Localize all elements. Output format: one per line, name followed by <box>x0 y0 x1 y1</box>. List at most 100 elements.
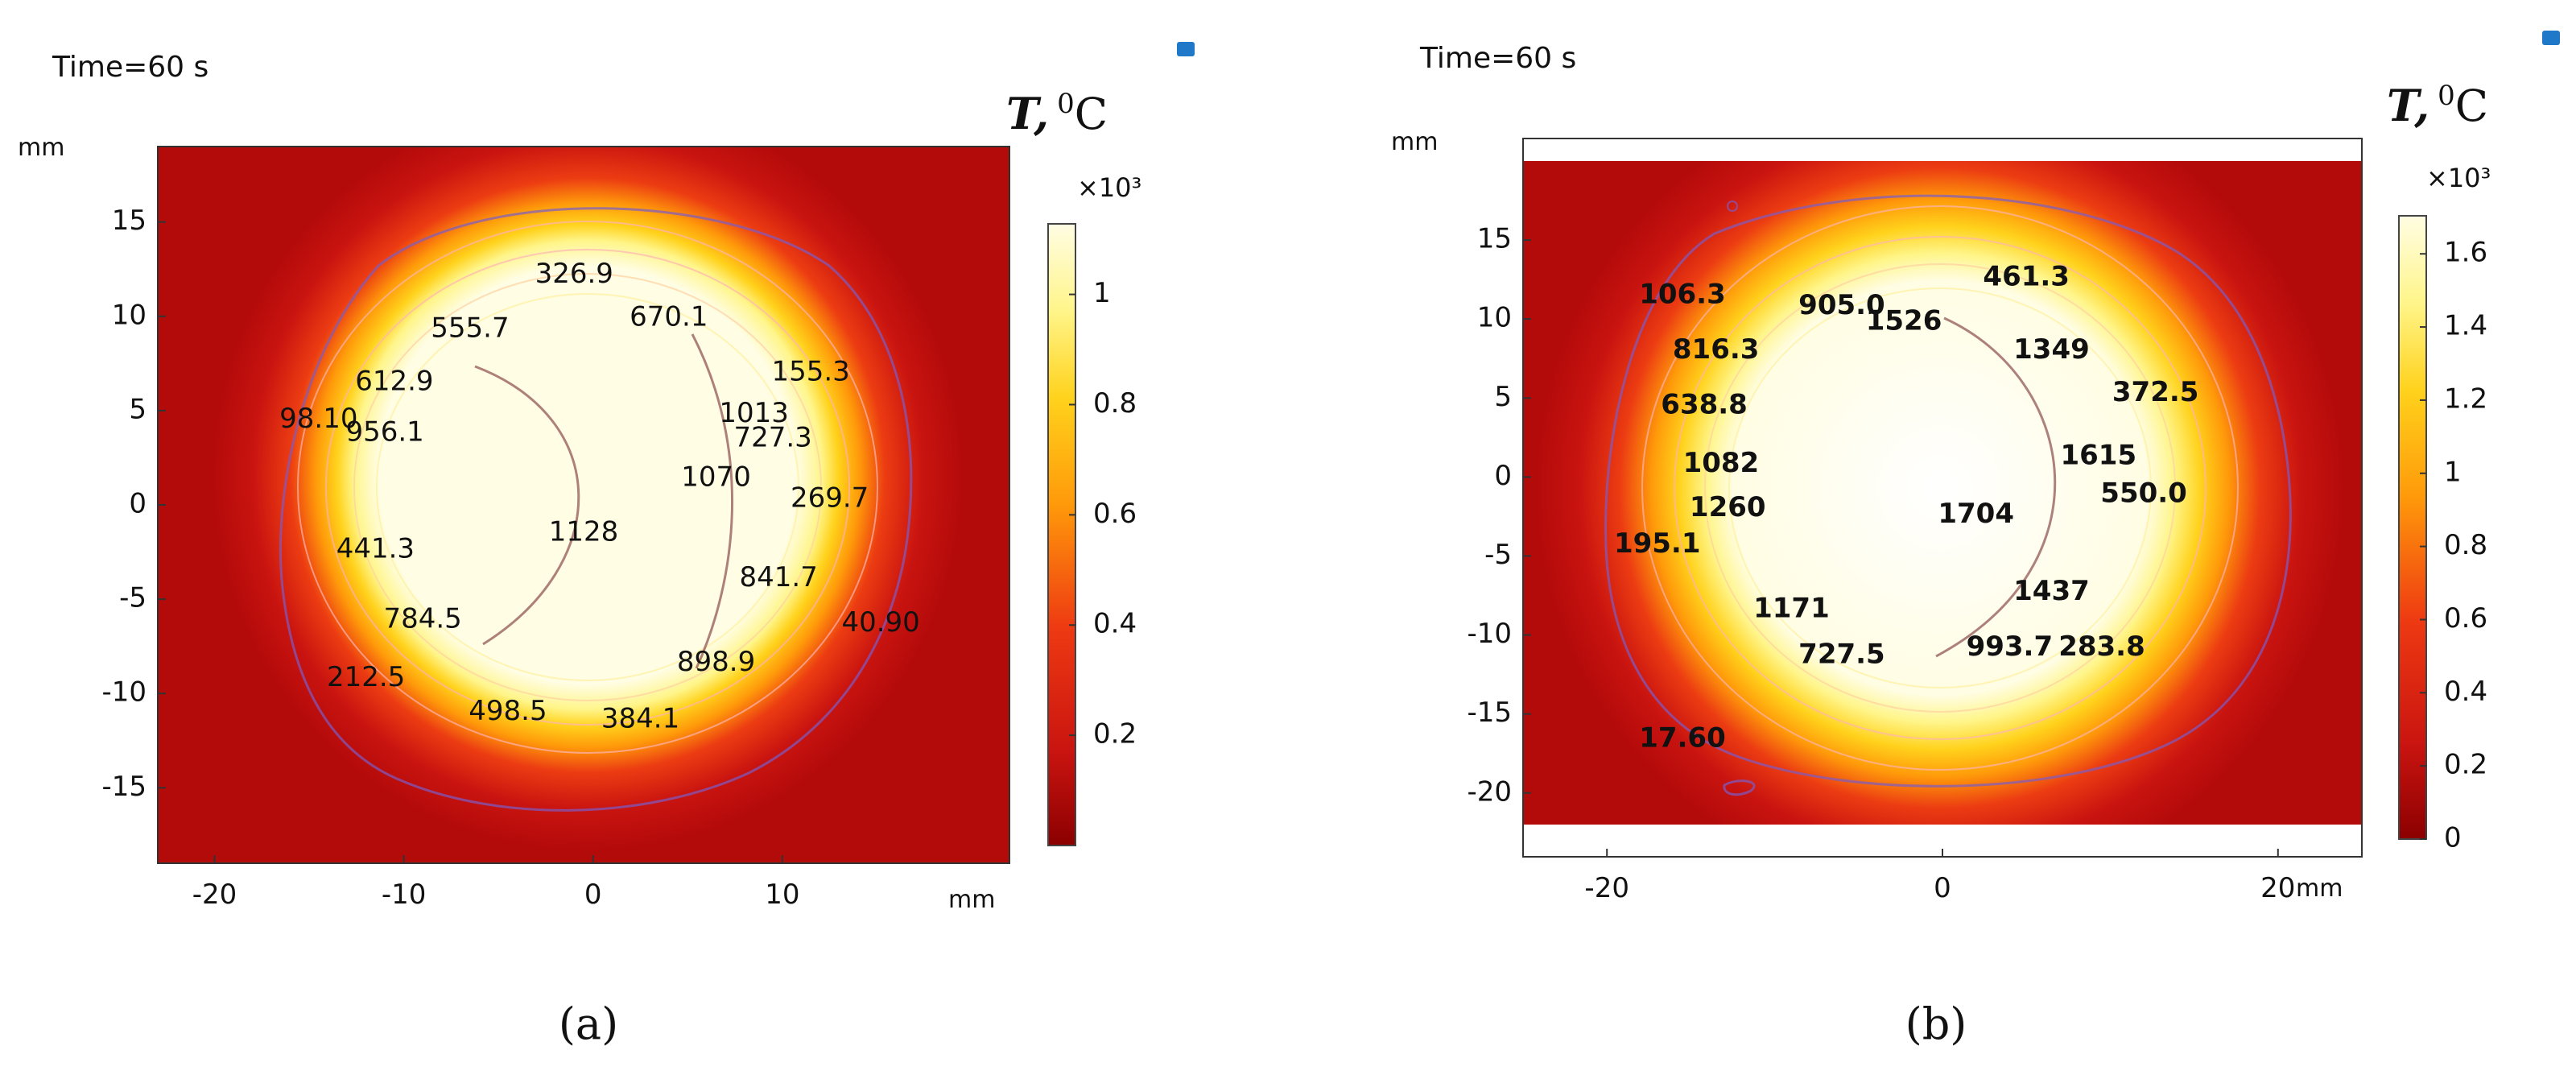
panel-a-contour-label: 898.9 <box>677 646 755 678</box>
panel-b-unit-symbol: T, <box>2387 80 2429 131</box>
panel-a-x-tick-label: -20 <box>192 879 237 911</box>
panel-a-isotherm <box>353 273 822 701</box>
panel-a-contour-label: 956.1 <box>345 416 423 449</box>
panel-b-isotherm <box>1674 236 2207 740</box>
panel-a-y-tick-label: 5 <box>129 393 147 425</box>
panel-a-x-unit: mm <box>948 886 995 914</box>
panel-b-contour-label: 905.0 <box>1798 289 1885 321</box>
panel-a-colorbar-tick-label: 1 <box>1093 277 1111 309</box>
panel-b-isotherm-outer <box>1604 194 2292 788</box>
panel-a-colorbar-title: T, 0C ×10³ <box>1006 88 1141 203</box>
panel-a-contour-label: 98.10 <box>279 403 357 435</box>
panel-a-colorbar-ticks: 1 0.8 0.6 0.4 0.2 <box>1069 277 1137 750</box>
panel-a-y-tick-label: -10 <box>101 676 147 709</box>
panel-a-contour-label: 40.90 <box>841 606 919 639</box>
panel-b-contour-label: 1260 <box>1690 491 1766 523</box>
panel-b-caption: (b) <box>1905 999 1967 1049</box>
panel-b-colorbar-tick-label: 0.2 <box>2444 749 2487 781</box>
panel-b-y-tick-label: 15 <box>1477 223 1512 255</box>
panel-a-colorbar-tick-label: 0.4 <box>1093 608 1137 640</box>
panel-b-y-unit: mm <box>1391 128 1438 156</box>
panel-b-contour-label: 1615 <box>2060 439 2136 471</box>
panel-a-y-tick-label: 0 <box>129 488 147 520</box>
panel-b-colorbar-tick-label: 0.4 <box>2444 676 2487 708</box>
panel-b-isotherms <box>1604 194 2292 796</box>
panel-b-x-tick-label: 20 <box>2260 872 2295 904</box>
panel-b-temperature-field <box>1523 161 2362 825</box>
panel-a-contour-label: 727.3 <box>733 422 811 454</box>
panel-b-y-tick-label: -20 <box>1467 775 1512 808</box>
panel-b-scale-label: ×10³ <box>2426 163 2491 193</box>
panel-a-y-tick-label: 15 <box>112 205 147 237</box>
panel-a-scale-label: ×10³ <box>1077 172 1141 203</box>
panel-b-y-tick-label: 5 <box>1494 381 1512 413</box>
panel-b-y-tick-label: 0 <box>1494 460 1512 492</box>
panel-a-contour-label: 841.7 <box>739 561 817 593</box>
svg-text:T,0C: T, 0C <box>2387 80 2488 131</box>
panel-b-contour-label: 17.60 <box>1639 722 1726 755</box>
panel-a-contour-label: 1070 <box>681 461 751 494</box>
panel-a-contour-label: 498.5 <box>469 695 547 727</box>
panel-a-y-tick-label: 10 <box>112 299 147 331</box>
panel-b-contour-label: 1349 <box>2013 333 2090 366</box>
panel-b-contour-label: 550.0 <box>2100 477 2187 509</box>
panel-a-contour-label: 784.5 <box>383 602 461 635</box>
panel-b-contour-label: 816.3 <box>1673 333 1760 366</box>
panel-a-x-tick-label: -10 <box>382 879 427 911</box>
panel-b-contour-label: 1082 <box>1683 447 1760 479</box>
panel-a-unit-tail: C <box>1075 89 1108 139</box>
panel-a: Time=60 s mm 326.9670.1555.7155.3612.910… <box>18 42 1195 1049</box>
panel-b-contour-label: 372.5 <box>2112 376 2199 408</box>
panel-b-colorbar-title: T, 0C ×10³ <box>2387 80 2491 193</box>
panel-a-contour-label: 555.7 <box>431 312 509 345</box>
panel-b-y-tick-label: 10 <box>1477 302 1512 334</box>
panel-a-contour-label: 1128 <box>549 516 619 548</box>
panel-b-isotherm <box>1641 205 2239 771</box>
panel-b-isotherm-spot <box>1727 201 1738 212</box>
panel-a-axis-ticks: -20 -10 0 10 15 10 5 0 -5 -10 -15 <box>101 205 799 911</box>
panel-a-contour-label: 441.3 <box>336 533 415 565</box>
panel-b-colorbar-tick-label: 0.8 <box>2444 529 2487 561</box>
panel-b-colorbar-tick-label: 1.6 <box>2444 237 2487 269</box>
panel-a-temperature-field <box>158 147 1009 863</box>
panel-a-colorbar-tick-label: 0.8 <box>1093 387 1137 420</box>
panel-a-contour-label: 670.1 <box>630 301 708 333</box>
panel-a-colorbar-tick-label: 0.2 <box>1093 718 1137 750</box>
panel-a-isotherm-outer <box>279 207 913 812</box>
panel-b-contour-label: 106.3 <box>1639 278 1726 310</box>
panel-a-contour-label: 269.7 <box>791 482 869 514</box>
panel-b-contour-label: 1704 <box>1938 498 2014 530</box>
panel-b-contour-label: 1526 <box>1866 305 1942 337</box>
panel-a-isotherm <box>297 221 878 754</box>
panel-b-unit-sup: 0 <box>2438 80 2455 112</box>
panel-b-title: Time=60 s <box>1419 42 1576 75</box>
svg-text:T,0C: T, 0C <box>1006 88 1108 139</box>
panel-b-contour-label: 1437 <box>2013 575 2090 607</box>
panel-a-laser-track-right <box>691 333 733 669</box>
panel-b-unit-tail: C <box>2455 81 2488 131</box>
panel-b-contour-label: 195.1 <box>1614 527 1701 560</box>
panel-a-contour-label: 212.5 <box>327 661 405 693</box>
panel-a-y-tick-label: -15 <box>101 771 147 803</box>
panel-b-colorbar-tick-label: 0.6 <box>2444 602 2487 635</box>
panel-a-contour-label: 1013 <box>719 397 789 429</box>
panel-b-colorbar-tick-label: 1.2 <box>2444 382 2487 415</box>
panel-a-y-unit: mm <box>18 134 64 162</box>
panel-b-contour-label: 638.8 <box>1661 389 1748 421</box>
panel-b-corner-icon <box>2542 31 2560 45</box>
panel-a-x-tick-label: 10 <box>765 879 799 911</box>
panel-a-isotherm <box>325 249 850 726</box>
panel-b-isotherm-spot-bottom <box>1723 779 1756 796</box>
panel-b-colorbar-ticks: 1.6 1.4 1.2 1 0.8 0.6 0.4 0.2 0 <box>2420 237 2487 854</box>
panel-b-contour-label: 283.8 <box>2058 631 2145 663</box>
panel-a-laser-track-left <box>474 365 580 646</box>
panel-a-contour-label: 612.9 <box>355 365 433 397</box>
panel-b-y-tick-label: -15 <box>1467 697 1512 729</box>
panel-b-contour-label: 461.3 <box>1983 261 2070 293</box>
panel-b-isotherm <box>1704 263 2176 713</box>
panel-b-y-tick-label: -10 <box>1467 618 1512 650</box>
panel-b-y-tick-label: -5 <box>1484 539 1512 571</box>
panel-b-isotherm <box>1728 287 2152 688</box>
panel-a-y-tick-label: -5 <box>119 582 147 614</box>
